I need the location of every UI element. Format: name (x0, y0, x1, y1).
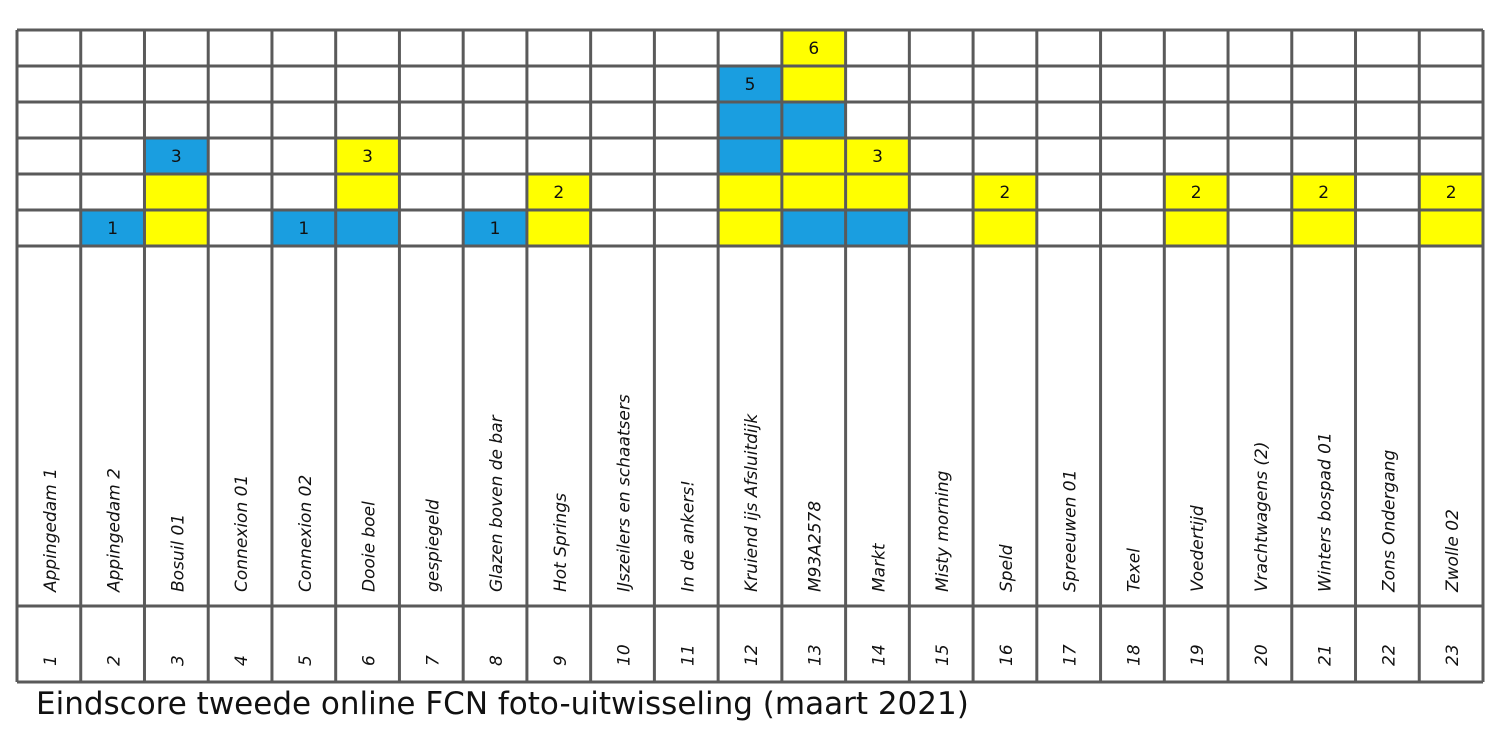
photo-number-20: 20 (1252, 644, 1272, 666)
score-cell-8-1 (463, 210, 527, 246)
score-cell-3-1 (144, 210, 209, 246)
score-cell-23-2 (1419, 174, 1483, 210)
photo-number-3: 3 (168, 655, 188, 666)
photo-number-17: 17 (1061, 644, 1081, 666)
photo-label-14: Markt (869, 542, 889, 592)
score-label-13: 6 (808, 39, 819, 59)
photo-number-4: 4 (232, 655, 252, 666)
score-label-19: 2 (1191, 183, 1202, 203)
photo-label-1: Appingedam 1 (41, 468, 61, 593)
score-labels: 1 3 1 3 1 2 5 6 3 2 2 2 2 (107, 39, 1456, 239)
photo-label-6: Dooie boel (360, 501, 380, 592)
photo-number-15: 15 (933, 644, 953, 666)
score-label-16: 2 (1000, 183, 1011, 203)
photo-label-16: Speld (997, 544, 1017, 592)
photo-number-5: 5 (296, 655, 316, 666)
score-cell-16-1 (973, 210, 1037, 246)
photo-label-11: In de ankers! (678, 480, 698, 592)
grid-lines (15, 28, 1485, 684)
score-label-12: 5 (745, 75, 756, 95)
score-label-6: 3 (362, 147, 373, 167)
photo-label-12: Kruiend ijs Afsluitdijk (742, 413, 762, 592)
photo-labels: Appingedam 1 1 Appingedam 2 2 Bosuil 01 3 Conn… (41, 394, 1463, 666)
photo-label-23: Zwolle 02 (1443, 509, 1463, 593)
photo-label-3: Bosuil 01 (168, 514, 188, 592)
photo-number-13: 13 (806, 644, 826, 666)
score-cell-6-1 (335, 210, 400, 246)
score-cell-6-3 (335, 138, 400, 174)
score-cell-16-2 (973, 174, 1037, 210)
photo-label-21: Winters bospad 01 (1316, 432, 1336, 592)
photo-number-23: 23 (1443, 644, 1463, 666)
score-cell-13-5 (781, 66, 846, 102)
photo-label-9: Hot Springs (551, 493, 571, 592)
score-cell-14-2 (845, 174, 910, 210)
score-cell-13-4 (781, 102, 846, 138)
score-label-9: 2 (553, 183, 564, 203)
score-cell-13-1 (781, 210, 846, 246)
score-cells (80, 30, 1483, 246)
score-cell-23-1 (1419, 210, 1483, 246)
score-label-8: 1 (490, 219, 501, 239)
score-cell-2-1 (80, 210, 145, 246)
photo-label-10: IJszeilers en schaatsers (615, 394, 635, 592)
photo-number-1: 1 (41, 655, 61, 666)
score-label-2: 1 (107, 219, 118, 239)
score-cell-13-3 (781, 138, 846, 174)
photo-number-14: 14 (869, 644, 889, 666)
photo-number-6: 6 (360, 655, 380, 666)
score-cell-6-2 (335, 174, 400, 210)
score-cell-9-2 (526, 174, 591, 210)
score-label-21: 2 (1318, 183, 1329, 203)
score-cell-3-3 (144, 138, 209, 174)
score-cell-14-1 (845, 210, 910, 246)
photo-number-22: 22 (1379, 644, 1399, 666)
photo-label-4: Connexion 01 (232, 475, 252, 592)
photo-label-18: Texel (1124, 548, 1144, 592)
photo-label-17: Spreeuwen 01 (1061, 470, 1081, 592)
score-cell-3-2 (144, 174, 209, 210)
photo-number-19: 19 (1188, 644, 1208, 666)
score-cell-12-5 (718, 66, 782, 102)
photo-number-16: 16 (997, 644, 1017, 666)
photo-label-8: Glazen boven de bar (487, 414, 507, 592)
photo-number-9: 9 (551, 655, 571, 666)
photo-label-2: Appingedam 2 (105, 468, 125, 593)
photo-number-7: 7 (423, 655, 443, 666)
score-cell-21-2 (1291, 174, 1356, 210)
score-cell-19-2 (1164, 174, 1229, 210)
photo-label-5: Connexion 02 (296, 475, 316, 592)
photo-number-12: 12 (742, 644, 762, 666)
score-cell-13-2 (781, 174, 846, 210)
score-cell-14-3 (845, 138, 910, 174)
score-cell-9-1 (526, 210, 591, 246)
photo-number-18: 18 (1124, 644, 1144, 666)
score-label-5: 1 (298, 219, 309, 239)
score-cell-12-2 (718, 174, 782, 210)
score-label-23: 2 (1446, 183, 1457, 203)
photo-number-2: 2 (105, 655, 125, 666)
score-cell-12-3 (718, 138, 782, 174)
photo-label-22: Zons Ondergang (1379, 450, 1399, 593)
photo-label-20: Vrachtwagens (2) (1252, 441, 1272, 592)
score-cell-21-1 (1291, 210, 1356, 246)
chart-caption: Eindscore tweede online FCN foto-uitwiss… (36, 686, 969, 722)
score-cell-5-1 (271, 210, 336, 246)
score-label-14: 3 (872, 147, 883, 167)
photo-number-10: 10 (615, 644, 635, 666)
photo-label-7: gespiegeld (423, 499, 443, 592)
score-cell-12-1 (718, 210, 782, 246)
photo-number-8: 8 (487, 655, 507, 666)
score-cell-19-1 (1164, 210, 1229, 246)
score-cell-12-4 (718, 102, 782, 138)
score-label-3: 3 (171, 147, 182, 167)
photo-number-21: 21 (1316, 644, 1336, 666)
score-cell-13-6 (781, 30, 846, 66)
photo-label-13: M93A2578 (806, 501, 826, 592)
photo-number-11: 11 (678, 644, 698, 666)
photo-label-19: Voedertijd (1188, 505, 1208, 592)
photo-label-15: Misty morning (933, 470, 953, 592)
